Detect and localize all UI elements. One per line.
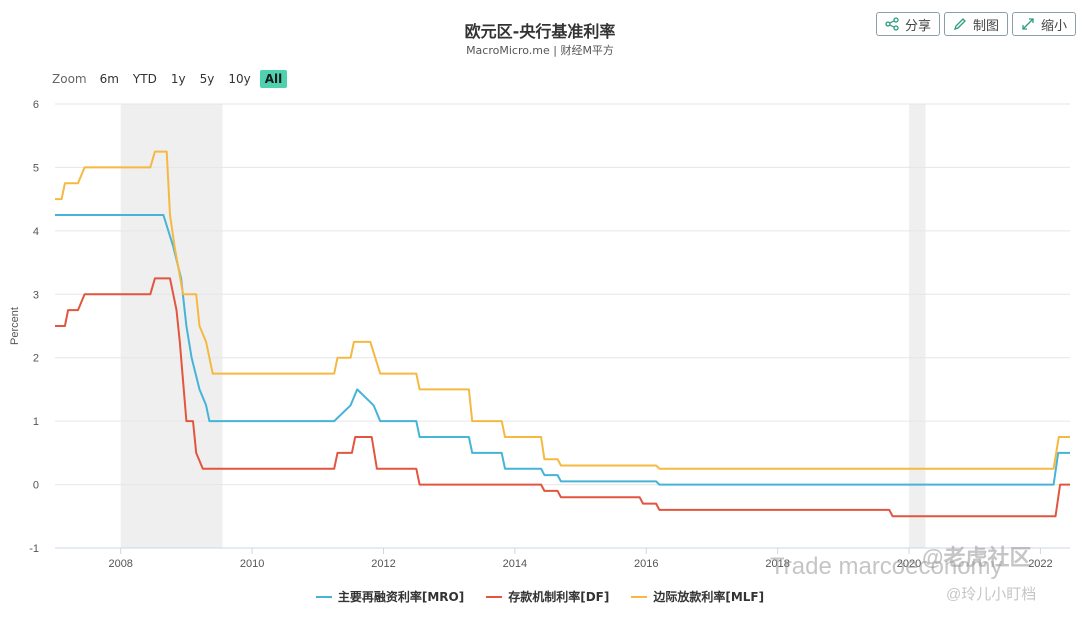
zoom-ytd-button[interactable]: YTD	[132, 72, 157, 86]
y-tick-label: 2	[33, 353, 39, 365]
shrink-icon	[1022, 18, 1034, 30]
zoom-1y-button[interactable]: 1y	[170, 72, 186, 86]
draw-button[interactable]: 制图	[943, 12, 1008, 36]
x-tick-label: 2012	[371, 558, 395, 570]
y-axis-label: Percent	[9, 307, 21, 345]
legend: 主要再融资利率[MRO] 存款机制利率[DF] 边际放款利率[MLF]	[0, 588, 1080, 605]
x-tick-label: 2014	[503, 558, 527, 570]
y-tick-label: 0	[33, 480, 39, 492]
x-tick-label: 2010	[240, 558, 264, 570]
chart-subtitle: MacroMicro.me | 财经M平方	[466, 44, 614, 57]
recession-band	[909, 104, 926, 548]
legend-swatch-df	[486, 595, 503, 598]
watermark-author: @玲儿小盯档	[946, 586, 1037, 603]
legend-swatch-mro	[315, 595, 332, 598]
chart-title: 欧元区-央行基准利率	[464, 22, 616, 41]
legend-label-mro: 主要再融资利率[MRO]	[337, 590, 465, 604]
zoom-6m-button[interactable]: 6m	[99, 72, 119, 86]
share-button[interactable]: 分享	[875, 12, 940, 36]
zoom-bar: Zoom 6m YTD 1y 5y 10y All	[52, 70, 288, 88]
legend-swatch-mlf	[631, 595, 648, 598]
legend-label-mlf: 边际放款利率[MLF]	[653, 590, 765, 604]
pencil-icon	[953, 18, 966, 31]
shrink-button[interactable]: 缩小	[1011, 12, 1076, 36]
x-tick-label: 2016	[634, 558, 658, 570]
y-tick-label: 3	[33, 289, 39, 301]
shrink-label: 缩小	[1040, 18, 1067, 34]
chart-toolbar: 分享 制图 缩小	[875, 12, 1076, 36]
x-tick-label: 2022	[1028, 558, 1052, 570]
watermark-community: @老虎社区	[922, 545, 1032, 570]
zoom-10y-button[interactable]: 10y	[228, 72, 251, 86]
legend-label-df: 存款机制利率[DF]	[508, 590, 610, 604]
x-tick-label: 2008	[108, 558, 132, 570]
recession-band	[120, 104, 223, 548]
legend-item-df[interactable]: 存款机制利率[DF]	[486, 588, 609, 605]
zoom-label: Zoom	[52, 72, 87, 86]
y-tick-label: 1	[33, 416, 39, 428]
x-tick-label: 2020	[897, 558, 921, 570]
share-label: 分享	[904, 18, 931, 34]
legend-item-mro[interactable]: 主要再融资利率[MRO]	[315, 588, 465, 605]
series-line-df	[55, 277, 1070, 518]
share-icon	[885, 17, 899, 31]
zoom-5y-button[interactable]: 5y	[199, 72, 215, 86]
zoom-all-button[interactable]: All	[259, 70, 288, 88]
y-tick-label: 4	[33, 226, 39, 238]
series-line-mlf	[55, 150, 1070, 470]
draw-label: 制图	[972, 18, 999, 34]
series-line-mro	[55, 214, 1070, 486]
y-tick-label: -1	[29, 543, 39, 555]
watermark-text: Trade marcoeconomy	[770, 553, 1003, 580]
legend-item-mlf[interactable]: 边际放款利率[MLF]	[631, 588, 764, 605]
y-tick-label: 6	[33, 99, 39, 111]
y-tick-label: 5	[33, 162, 39, 174]
x-tick-label: 2018	[765, 558, 789, 570]
